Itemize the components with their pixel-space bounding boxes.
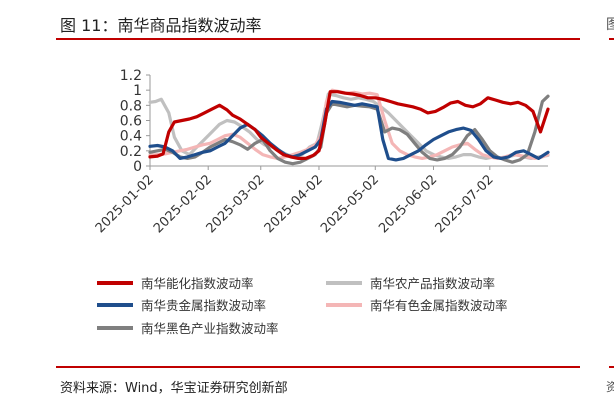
y-tick-label: 0.6 — [120, 114, 142, 130]
legend-label: 南华农产品指数波动率 — [370, 276, 495, 291]
x-tick-label: 2025-05-02 — [318, 172, 382, 236]
top-rule — [56, 38, 580, 40]
bottom-rule — [56, 366, 580, 368]
x-axis: 2025-01-022025-02-022025-03-022025-04-02… — [93, 165, 548, 236]
x-tick-label: 2025-01-02 — [93, 172, 157, 236]
legend-label: 南华黑色产业指数波动率 — [141, 321, 279, 336]
figure-title: 图 11：南华商品指数波动率 — [60, 16, 262, 35]
x-tick-label: 2025-07-02 — [433, 172, 497, 236]
bottom-rule-adjacent — [609, 366, 614, 368]
source-note: 资料来源：Wind，华宝证券研究创新部 — [60, 381, 288, 396]
series-layer — [148, 88, 550, 166]
x-tick-label: 2025-06-02 — [376, 172, 440, 236]
y-axis: 00.20.40.60.811.2 — [120, 68, 151, 175]
y-tick-label: 0.8 — [120, 98, 142, 114]
y-tick-label: 1.2 — [120, 68, 142, 84]
y-tick-label: 0 — [133, 159, 142, 175]
legend-label: 南华能化指数波动率 — [141, 276, 254, 291]
series-line-0 — [148, 90, 550, 160]
series-line-2 — [148, 99, 550, 162]
top-rule-adjacent — [609, 38, 614, 40]
x-tick-label: 2025-04-02 — [262, 172, 326, 236]
y-tick-label: 0.4 — [120, 129, 142, 145]
volatility-line-chart: 00.20.40.60.811.2 2025-01-022025-02-0220… — [93, 68, 550, 336]
legend-label: 南华贵金属指数波动率 — [141, 298, 266, 313]
y-tick-label: 0.2 — [120, 144, 142, 160]
series-line-4 — [148, 94, 550, 166]
y-tick-label: 1 — [133, 83, 142, 99]
adjacent-figure-title-fragment: 图 — [606, 17, 614, 33]
legend-label: 南华有色金属指数波动率 — [370, 298, 508, 313]
series-line-1 — [148, 92, 550, 160]
adjacent-source-fragment: 资 — [606, 380, 614, 394]
